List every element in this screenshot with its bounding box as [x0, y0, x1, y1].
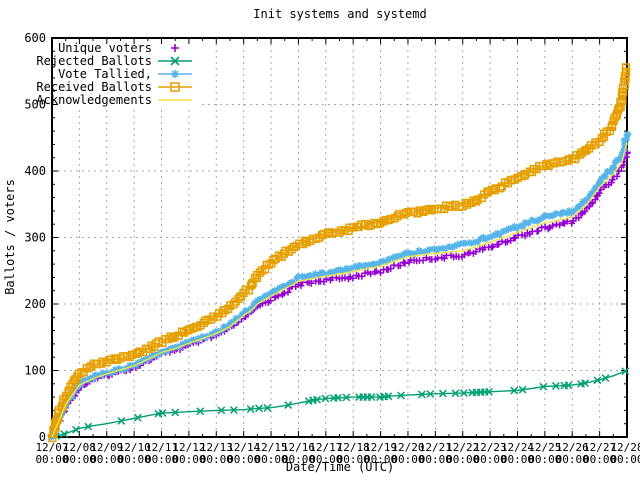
x-tick-label-date: 12/07: [35, 441, 68, 454]
x-tick-label-date: 12/18: [337, 441, 370, 454]
x-tick-label-time: 00:00: [446, 453, 479, 466]
x-tick-label-date: 12/27: [583, 441, 616, 454]
series-markers-rejected-ballots: [52, 367, 630, 440]
x-tick-label-date: 12/16: [282, 441, 315, 454]
x-tick-label-time: 00:00: [145, 453, 178, 466]
series-line-rejected-ballots: [51, 369, 628, 438]
y-axis-label: Ballots / voters: [3, 179, 17, 295]
x-tick-label-date: 12/24: [501, 441, 534, 454]
x-tick-label-time: 00:00: [391, 453, 424, 466]
x-tick-label-time: 00:00: [227, 453, 260, 466]
legend-entry: Rejected Ballots: [36, 54, 192, 68]
x-tick-label-date: 12/28: [610, 441, 640, 454]
legend-label: Rejected Ballots: [36, 54, 152, 68]
x-tick-label-time: 00:00: [583, 453, 616, 466]
legend-label: Vote Tallied,: [58, 67, 152, 81]
y-tick-label: 300: [24, 231, 46, 245]
series-markers-vote-tallied: [48, 131, 632, 441]
legend-label: Received Ballots: [36, 80, 152, 94]
x-tick-label-time: 00:00: [337, 453, 370, 466]
series-line-acknowledgements: [51, 142, 628, 438]
legend-entry: Acknowledgements: [36, 93, 192, 107]
x-tick-label-time: 00:00: [282, 453, 315, 466]
y-tick-label: 0: [39, 430, 46, 444]
x-tick-label-date: 12/11: [145, 441, 178, 454]
x-tick-label-time: 00:00: [118, 453, 151, 466]
x-tick-label-time: 00:00: [35, 453, 68, 466]
legend-entry: Received Ballots: [36, 80, 192, 94]
series-markers-unique-voters: [47, 149, 631, 439]
x-tick-label-date: 12/12: [172, 441, 205, 454]
legend-label: Acknowledgements: [36, 93, 152, 107]
y-tick-label: 100: [24, 364, 46, 378]
x-tick-label-time: 00:00: [474, 453, 507, 466]
x-tick-label-date: 12/17: [309, 441, 342, 454]
x-tick-label-date: 12/23: [474, 441, 507, 454]
x-tick-label-date: 12/15: [254, 441, 287, 454]
x-tick-label-time: 00:00: [90, 453, 123, 466]
x-tick-label-date: 12/26: [556, 441, 589, 454]
x-tick-label-date: 12/10: [118, 441, 151, 454]
x-tick-label-date: 12/19: [364, 441, 397, 454]
y-tick-label: 200: [24, 297, 46, 311]
x-tick-label-time: 00:00: [364, 453, 397, 466]
legend-sample-marker: [170, 56, 180, 66]
legend-entry: Vote Tallied,: [58, 67, 192, 81]
y-tick-label: 500: [24, 98, 46, 112]
series-markers-received-ballots: [48, 63, 631, 443]
x-tick-label-time: 00:00: [172, 453, 205, 466]
x-tick-label-date: 12/20: [391, 441, 424, 454]
legend-entry: Unique voters: [58, 41, 179, 55]
x-tick-label-time: 00:00: [309, 453, 342, 466]
x-tick-label-date: 12/25: [528, 441, 561, 454]
x-axis-label: Date/Time (UTC): [286, 460, 394, 474]
x-tick-label-time: 00:00: [528, 453, 561, 466]
x-tick-label-time: 00:00: [63, 453, 96, 466]
chart-title: Init systems and systemd: [253, 7, 426, 21]
x-tick-label-time: 00:00: [254, 453, 287, 466]
text-layer: Init systems and systemd Date/Time (UTC)…: [3, 7, 640, 474]
series-line-vote-tallied: [51, 134, 628, 438]
axes-layer: [51, 37, 628, 438]
x-tick-label-date: 12/08: [63, 441, 96, 454]
x-tick-label-time: 00:00: [501, 453, 534, 466]
legend-label: Unique voters: [58, 41, 152, 55]
x-tick-label-time: 00:00: [610, 453, 640, 466]
x-tick-label-date: 12/21: [419, 441, 452, 454]
series-layer: [47, 63, 632, 443]
x-tick-label-date: 12/09: [90, 441, 123, 454]
x-tick-label-time: 00:00: [200, 453, 233, 466]
legend-sample-marker: [171, 70, 179, 78]
series-line-received-ballots: [51, 67, 628, 438]
x-tick-label-date: 12/22: [446, 441, 479, 454]
y-tick-label: 600: [24, 31, 46, 45]
y-tick-label: 400: [24, 164, 46, 178]
x-tick-label-date: 12/13: [200, 441, 233, 454]
x-tick-label-time: 00:00: [556, 453, 589, 466]
legend-sample-marker: [171, 44, 179, 52]
x-tick-label-date: 12/14: [227, 441, 260, 454]
x-tick-label-time: 00:00: [419, 453, 452, 466]
legend-sample-marker: [170, 82, 180, 92]
